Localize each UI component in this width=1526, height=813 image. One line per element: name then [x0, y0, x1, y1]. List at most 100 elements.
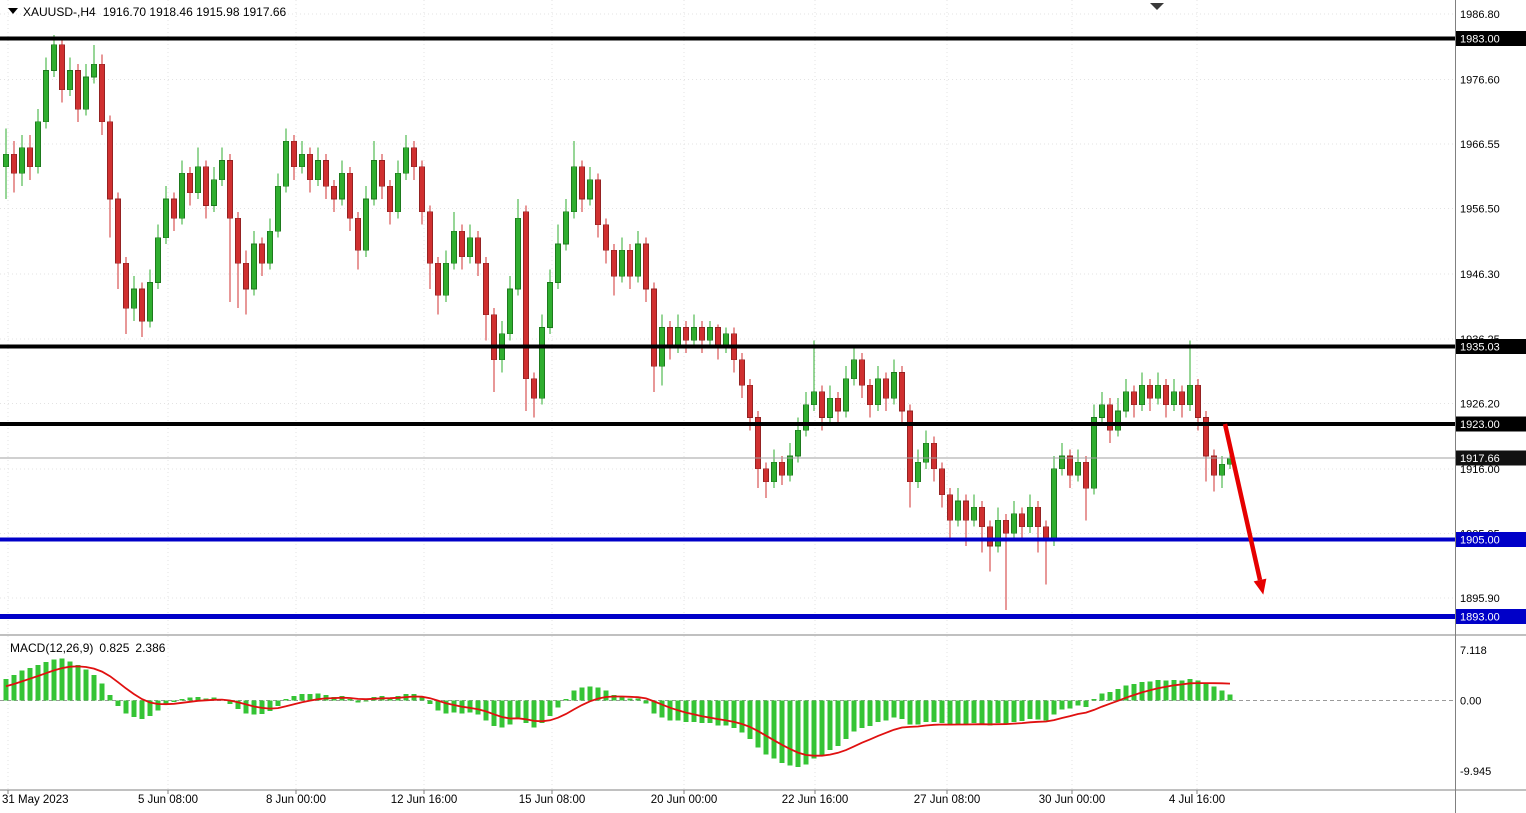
candle-body — [571, 166, 577, 213]
candle — [747, 378, 753, 431]
macd-histogram-bar — [915, 700, 921, 725]
macd-histogram-bar — [19, 670, 25, 701]
candle — [1083, 456, 1089, 521]
candle-body — [99, 63, 105, 123]
candle — [259, 237, 265, 277]
candle — [355, 211, 361, 270]
macd-histogram-bar — [315, 693, 321, 701]
trend-arrow-head[interactable] — [1253, 578, 1267, 595]
price-axis-label: 1916.00 — [1460, 464, 1500, 476]
candle — [835, 391, 841, 424]
candle — [779, 456, 785, 485]
time-axis[interactable]: 31 May 2023 5 Jun 08:00 8 Jun 00:00 12 Jun … — [2, 790, 1225, 806]
candle — [1203, 411, 1209, 482]
price-axis[interactable]: 1986.801976.601966.551956.501946.301936.… — [1456, 9, 1526, 778]
candle — [715, 324, 721, 360]
macd-histogram-bar — [291, 696, 297, 701]
macd-indicator-panel — [0, 658, 1455, 768]
symbol-dropdown-icon[interactable] — [8, 8, 18, 14]
symbol-period-label: XAUUSD-,H4 — [23, 5, 96, 19]
candle — [1099, 391, 1105, 424]
candle — [811, 340, 817, 412]
macd-histogram-bar — [179, 699, 185, 701]
price-axis-label: 1976.60 — [1460, 75, 1500, 87]
candle — [339, 160, 345, 206]
candle-body — [1067, 455, 1073, 476]
chart-shift-marker[interactable] — [1150, 3, 1164, 10]
candle — [75, 64, 81, 122]
macd-histogram-bar — [651, 700, 657, 714]
candle-body — [275, 185, 281, 232]
candle-body — [411, 147, 417, 168]
candle — [643, 237, 649, 302]
candle-body — [323, 160, 329, 187]
candle — [707, 321, 713, 347]
candle-body — [427, 211, 433, 264]
candle — [763, 462, 769, 498]
candle — [291, 134, 297, 180]
candle — [995, 507, 1001, 553]
candle-body — [747, 385, 753, 418]
current-price-chip — [1456, 450, 1526, 466]
candle-body — [963, 500, 969, 521]
macd-histogram-bar — [939, 700, 945, 724]
macd-histogram-bar — [3, 679, 9, 701]
macd-histogram-bar — [131, 700, 137, 717]
candle-body — [3, 153, 9, 168]
macd-histogram-bar — [1075, 700, 1081, 706]
candle-body — [739, 359, 745, 386]
macd-histogram-bar — [1027, 700, 1033, 719]
price-line-chip — [1456, 532, 1526, 548]
macd-histogram-bar — [1107, 691, 1113, 701]
macd-histogram-bar — [195, 696, 201, 701]
macd-histogram-bar — [627, 698, 633, 701]
candle-body — [1091, 417, 1097, 489]
macd-histogram-bar — [419, 697, 425, 701]
candle-body — [283, 140, 289, 187]
candle — [443, 250, 449, 302]
trend-arrow[interactable] — [1222, 423, 1267, 595]
price-axis-label: 1966.55 — [1460, 139, 1500, 151]
candle-body — [467, 237, 473, 258]
candle-body — [171, 198, 177, 219]
candle — [1107, 398, 1113, 444]
trend-arrow-shaft[interactable] — [1222, 423, 1263, 581]
candle-body — [163, 198, 169, 238]
macd-histogram-bar — [691, 700, 697, 722]
candle — [211, 166, 217, 212]
horizontal-line-objects[interactable] — [0, 36, 1455, 620]
price-chip-label: 1923.00 — [1460, 419, 1500, 431]
candle-body — [1195, 385, 1201, 418]
candle — [651, 282, 657, 392]
candle — [227, 154, 233, 302]
macd-histogram-bar — [875, 700, 881, 722]
macd-histogram-bar — [443, 700, 449, 714]
candle — [83, 64, 89, 116]
macd-histogram-bar — [155, 700, 161, 711]
candle — [435, 256, 441, 315]
candle — [299, 141, 305, 174]
candle — [243, 250, 249, 315]
candle-body — [779, 462, 785, 476]
candle-body — [563, 211, 569, 245]
macd-histogram-bar — [1155, 679, 1161, 701]
candle-body — [251, 243, 257, 290]
candle — [915, 449, 921, 489]
candle — [787, 443, 793, 482]
macd-histogram-bar — [363, 700, 369, 702]
candle — [131, 276, 137, 322]
candle — [1019, 507, 1025, 540]
price-axis-label: 1926.20 — [1460, 398, 1500, 410]
macd-histogram-bar — [1187, 679, 1193, 701]
candle-body — [827, 397, 833, 418]
candle-body — [523, 211, 529, 380]
candle-body — [683, 327, 689, 341]
candle — [467, 224, 473, 264]
candle-body — [899, 372, 905, 412]
candle — [547, 269, 553, 334]
candle — [1059, 443, 1065, 476]
candle — [1051, 456, 1057, 546]
candle-body — [923, 442, 929, 463]
macd-histogram-bar — [771, 700, 777, 759]
